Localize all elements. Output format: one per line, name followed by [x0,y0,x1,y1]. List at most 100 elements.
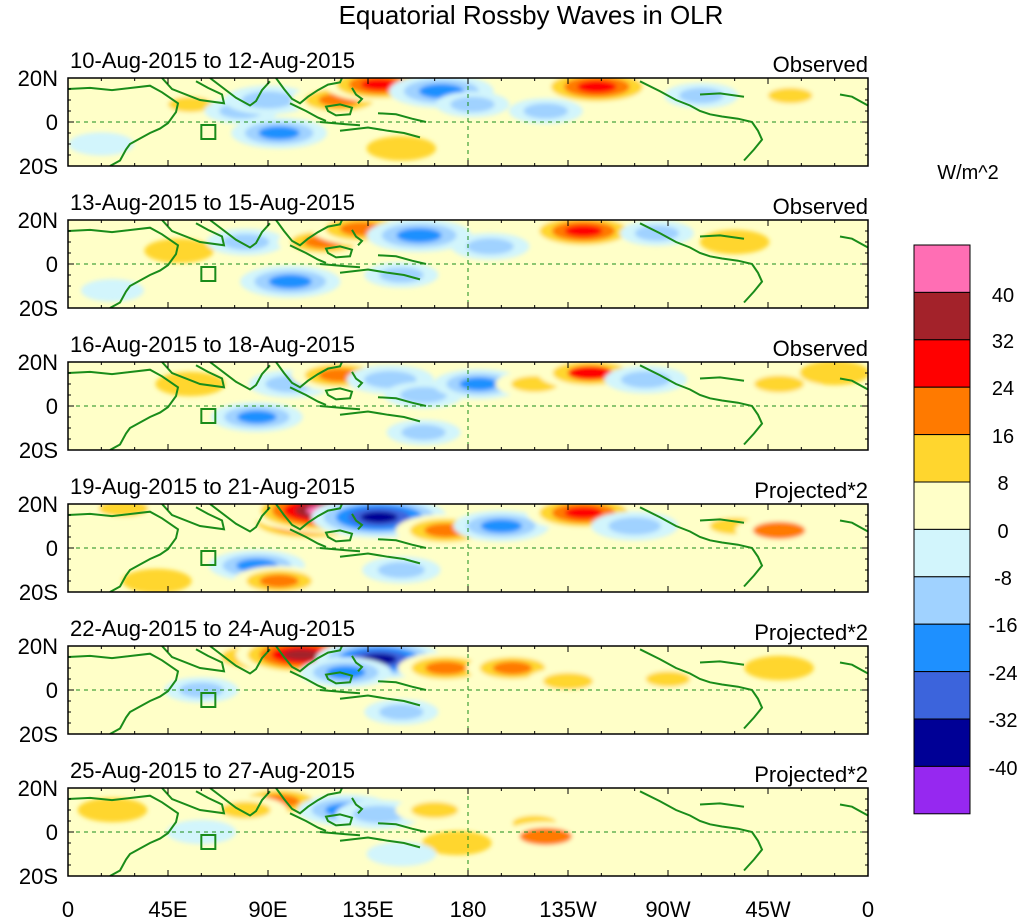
coastline [210,504,270,532]
coastline [378,539,426,548]
anomaly-contour [699,229,770,255]
lat-label: 20N [18,66,58,91]
colorbar-tick-label: -24 [989,663,1018,685]
anomaly-contour [241,91,295,109]
lat-label: 20S [19,438,58,463]
reference-box [200,834,217,850]
anomaly-contour [593,128,654,151]
coastline [162,220,224,245]
panel-date-range: 13-Aug-2015 to 15-Aug-2015 [70,190,355,215]
coastline [340,412,420,422]
anomaly-contour [144,238,214,264]
colorbar-tick-label: 32 [992,331,1014,353]
coastline [276,220,342,245]
anomaly-contour [258,126,300,140]
anomaly-contour [155,371,226,397]
anomaly-contour [480,519,522,533]
coastline [276,646,342,671]
coastline [276,504,342,529]
coastline [326,246,352,257]
lat-label: 0 [46,394,58,419]
map-panel: 20N 0 20S 16-Aug-2015 to 18-Aug-2015 Observe… [18,332,869,463]
coastline [340,270,420,280]
coastline [378,255,426,264]
map-panel: 20N 0 20S 25-Aug-2015 to 27-Aug-2015 Project… [18,758,869,889]
colorbar-swatch [913,481,971,530]
panel-date-range: 16-Aug-2015 to 18-Aug-2015 [70,332,355,357]
anomaly-contour [366,841,437,867]
coastline [210,788,270,816]
map-panel: 20N 0 20S 19-Aug-2015 to 21-Aug-2015 Project… [18,474,869,605]
anomaly-contour [564,506,603,519]
colorbar-swatch [913,671,971,720]
map-panel: 20N 0 20S 13-Aug-2015 to 15-Aug-2015 Observe… [18,190,869,321]
coastline [326,814,352,825]
colorbar-swatch [913,339,971,388]
reference-box [200,550,217,566]
colorbar-swatch [913,623,971,673]
lat-label: 20N [18,350,58,375]
map-panels: 20N 0 20S 10-Aug-2015 to 12-Aug-2015 Observe… [18,48,869,889]
coastline [210,78,270,106]
panel-date-range: 19-Aug-2015 to 21-Aug-2015 [70,474,355,499]
lat-label: 0 [46,820,58,845]
panel-type: Observed [773,52,868,77]
lat-label: 20N [18,634,58,659]
colorbar [913,244,971,815]
coastline [68,370,178,450]
lat-label: 20S [19,722,58,747]
anomaly-contour [425,661,467,675]
coastline [640,365,762,444]
coastlines [68,646,868,734]
colorbar-swatch [913,434,971,483]
anomaly-contour [366,136,437,161]
coastline [162,504,224,529]
anomaly-contour [379,704,424,720]
anomaly-contour [80,279,144,302]
lon-label: 180 [450,897,487,922]
coastline [290,529,326,547]
anomaly-contour [377,561,425,579]
lon-label: 135W [539,897,597,922]
coastline [700,235,744,238]
coastline [640,507,762,586]
lat-label: 20N [18,776,58,801]
coastline [210,646,270,674]
map-panel: 20N 0 20S 22-Aug-2015 to 24-Aug-2015 Project… [18,616,869,747]
panel-type: Observed [773,194,868,219]
coastline [700,803,744,806]
map-panel: 20N 0 20S 10-Aug-2015 to 12-Aug-2015 Observe… [18,48,869,179]
lat-label: 20N [18,492,58,517]
panel-type: Projected*2 [754,478,868,503]
coastline [68,86,178,166]
coastline [640,649,762,728]
anomaly-contour [268,274,312,289]
lon-label: 90E [248,897,287,922]
coastline [840,379,868,390]
anomaly-contour [396,228,442,243]
lat-label: 0 [46,110,58,135]
colorbar-tick-label: -40 [989,758,1018,780]
reference-box [200,266,217,282]
anomaly-contour [77,797,148,823]
coastline [210,220,270,248]
anomaly-contour [326,665,366,679]
coastline [162,78,224,103]
colorbar-tick-label: -32 [989,710,1018,732]
anomaly-contour [122,568,192,592]
longitude-axis: 0 45E 90E 135E 180 135W 90W 45W 0 [62,897,874,922]
coastline [840,663,868,674]
olr-anomaly-field [164,646,814,725]
anomaly-contour [679,87,724,104]
colorbar-tick-label: 40 [992,285,1014,307]
coastline [326,672,352,683]
anomaly-contour [543,672,593,690]
coastline [290,387,326,405]
coastline [320,690,360,693]
anomaly-contour [752,521,806,540]
coastline [340,696,420,706]
coastline [378,681,426,690]
coastline [162,646,224,671]
coastline [68,796,178,876]
